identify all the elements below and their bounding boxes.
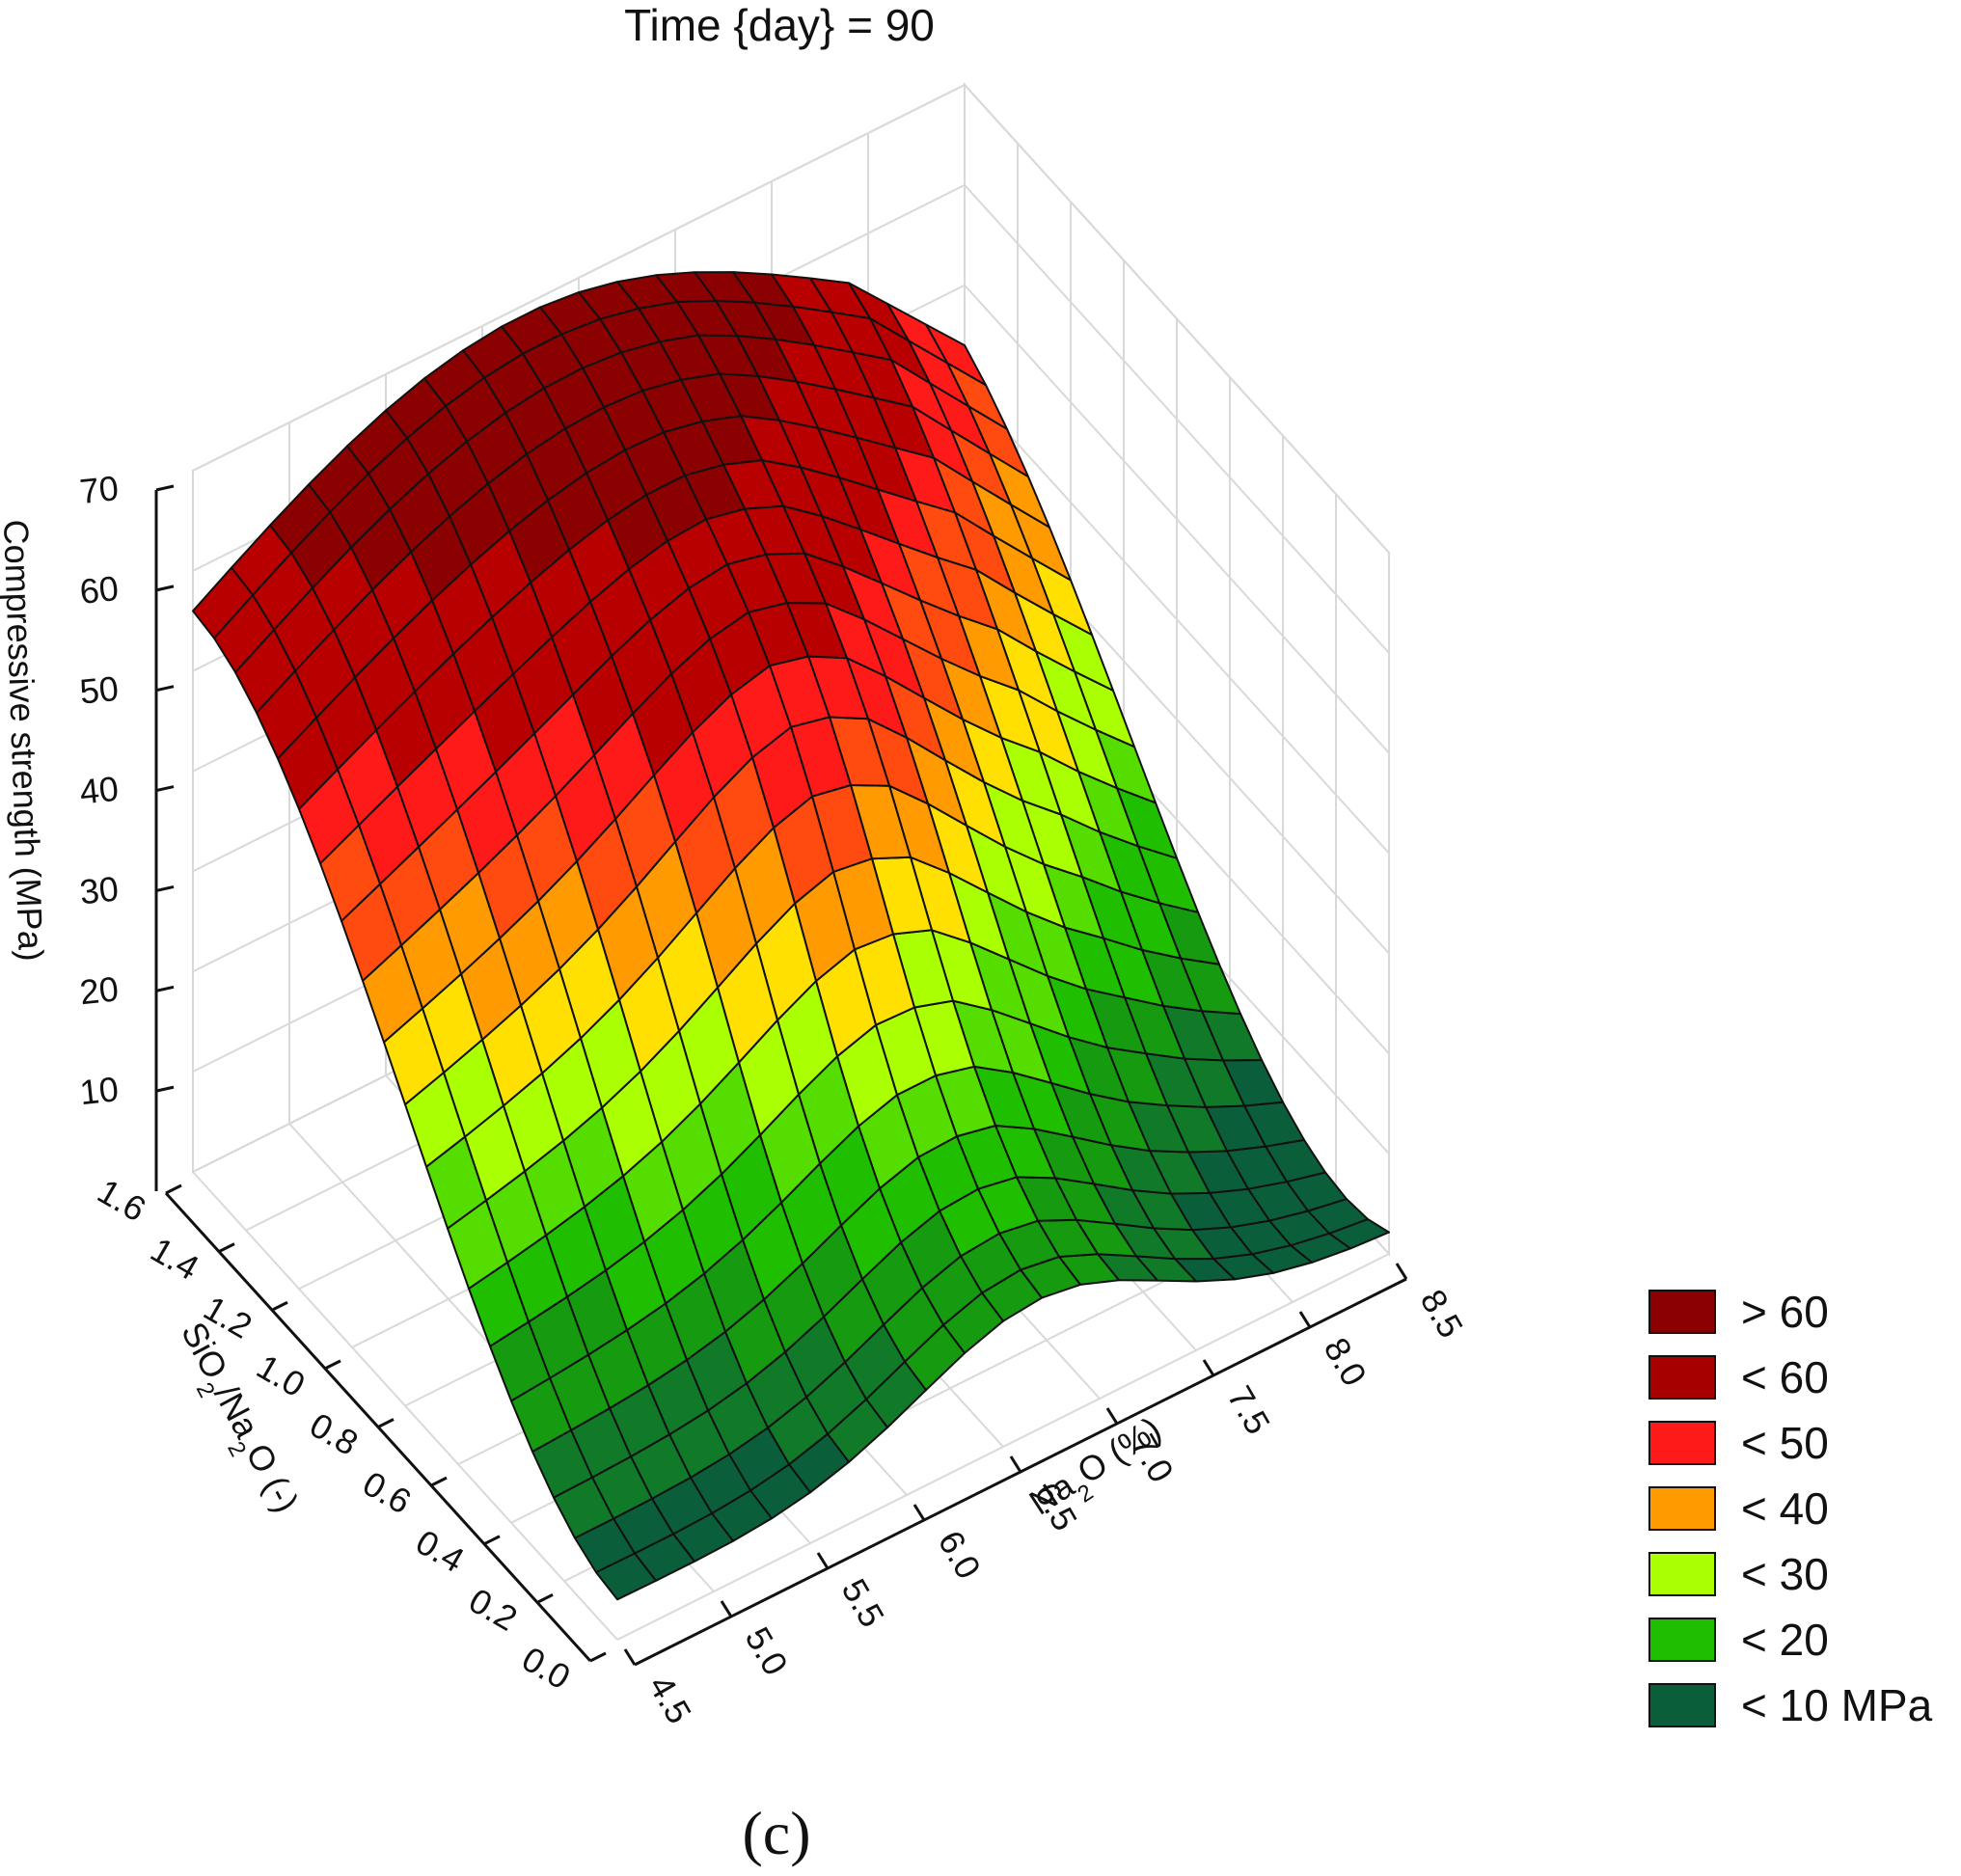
z-tick-label: 40 — [78, 769, 121, 812]
y-tick-label: 0.2 — [462, 1580, 524, 1639]
x-tick-label: 8.0 — [1317, 1331, 1375, 1393]
z-tick-mark — [155, 985, 175, 992]
x-tick-label: 8.5 — [1413, 1283, 1472, 1345]
y-tick-mark — [271, 1300, 288, 1312]
y-tick-label: 0.4 — [409, 1522, 471, 1581]
y-tick-mark — [377, 1418, 395, 1428]
z-tick-mark — [155, 685, 175, 693]
z-tick-mark — [155, 884, 175, 892]
z-tick-label: 60 — [78, 568, 121, 612]
z-axis-ticks: 10 20 30 40 50 60 70 — [78, 468, 175, 1112]
legend: > 60 < 60 < 50 < 40 < 30 < 20 < 10 MPa — [1648, 1287, 1933, 1730]
legend-swatch — [1648, 1486, 1716, 1531]
y-tick-label: 1.6 — [91, 1171, 152, 1230]
x-tick-label: 4.5 — [641, 1669, 700, 1730]
x-tick-mark — [816, 1552, 830, 1569]
y-tick-mark — [536, 1593, 554, 1604]
legend-label: > 60 — [1741, 1287, 1829, 1337]
y-tick-label: 0.0 — [515, 1639, 577, 1698]
legend-label: < 10 MPa — [1741, 1680, 1933, 1730]
legend-swatch — [1648, 1683, 1716, 1727]
x-tick-mark — [623, 1648, 637, 1666]
x-tick-mark — [1009, 1455, 1022, 1473]
y-tick-label: 0.6 — [356, 1463, 418, 1522]
x-tick-label: 6.0 — [931, 1524, 990, 1586]
z-tick-mark — [155, 585, 175, 592]
z-tick-mark — [155, 785, 175, 793]
x-tick-mark — [1395, 1263, 1408, 1280]
y-tick-mark — [165, 1183, 182, 1195]
legend-swatch — [1648, 1421, 1716, 1465]
legend-label: < 30 — [1741, 1549, 1829, 1599]
legend-swatch — [1648, 1552, 1716, 1596]
z-tick-mark — [155, 1085, 175, 1093]
y-axis-label: SiO2/Na2O (-) — [164, 1316, 307, 1524]
x-tick-label: 7.5 — [1220, 1379, 1279, 1441]
x-tick-mark — [1105, 1407, 1119, 1425]
z-tick-label: 10 — [78, 1069, 121, 1112]
legend-swatch — [1648, 1355, 1716, 1400]
y-tick-mark — [430, 1476, 448, 1487]
response-surface — [192, 271, 1390, 1601]
z-tick-mark — [155, 484, 175, 492]
legend-swatch — [1648, 1290, 1716, 1334]
panel-label: (c) — [742, 1799, 810, 1867]
y-tick-mark — [324, 1359, 341, 1371]
x-tick-mark — [1298, 1311, 1312, 1328]
surface-cell — [192, 566, 254, 639]
z-axis-label: Compressive strength (MPa) — [0, 519, 51, 962]
x-tick-mark — [1202, 1359, 1215, 1376]
legend-swatch — [1648, 1618, 1716, 1662]
z-tick-label: 30 — [78, 869, 121, 912]
y-tick-mark — [218, 1242, 235, 1253]
x-tick-mark — [720, 1600, 733, 1618]
legend-label: < 60 — [1741, 1352, 1829, 1402]
legend-label: < 40 — [1741, 1483, 1829, 1534]
z-tick-label: 20 — [78, 968, 121, 1012]
y-tick-label: 1.0 — [250, 1346, 312, 1405]
chart-title: Time {day} = 90 — [624, 0, 935, 50]
z-tick-label: 70 — [78, 468, 121, 511]
z-tick-label: 50 — [78, 668, 121, 712]
x-tick-label: 5.0 — [738, 1620, 797, 1682]
y-tick-label: 1.4 — [144, 1230, 205, 1289]
x-tick-mark — [912, 1504, 926, 1521]
x-tick-label: 5.5 — [834, 1572, 893, 1634]
legend-label: < 20 — [1741, 1615, 1829, 1665]
legend-label: < 50 — [1741, 1418, 1829, 1468]
y-tick-label: 0.8 — [303, 1404, 365, 1463]
y-tick-mark — [589, 1651, 607, 1663]
y-tick-mark — [483, 1535, 501, 1546]
